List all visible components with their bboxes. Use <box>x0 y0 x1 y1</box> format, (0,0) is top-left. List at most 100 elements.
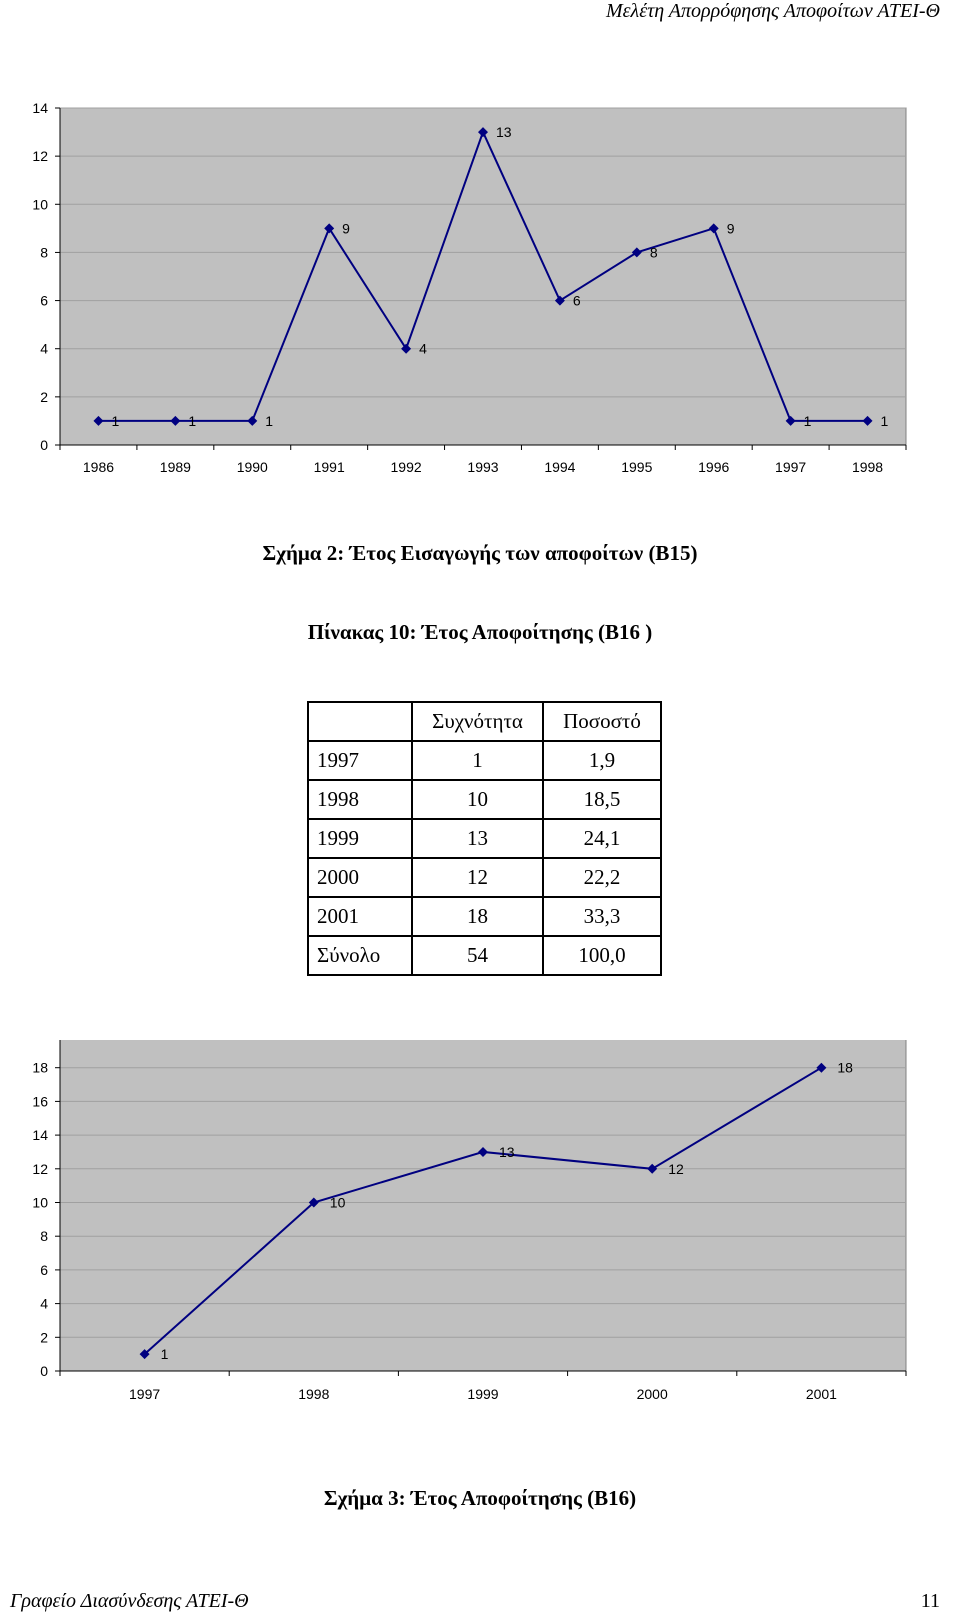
data-label: 18 <box>837 1060 853 1076</box>
x-tick-label: 1986 <box>83 459 114 475</box>
table-row: 1999 13 24,1 <box>307 818 662 859</box>
table-cell: 18 <box>411 896 544 937</box>
data-label: 13 <box>496 124 512 140</box>
y-tick-label: 12 <box>32 1161 48 1177</box>
table-header-row: Συχνότητα Ποσοστό <box>307 701 662 742</box>
y-tick-label: 6 <box>40 293 48 309</box>
data-point-marker <box>247 415 258 426</box>
table-cell: 1997 <box>307 740 413 781</box>
figure-2-caption: Σχήμα 2: Έτος Εισαγωγής των αποφοίτων (Β… <box>262 541 698 565</box>
y-tick-label: 0 <box>40 437 48 453</box>
data-point-marker <box>324 223 335 234</box>
y-tick-label: 0 <box>40 1363 48 1379</box>
data-point-marker <box>401 343 412 354</box>
y-tick-label: 18 <box>32 1060 48 1076</box>
y-tick-label: 4 <box>40 1296 48 1312</box>
footer-office: Γραφείο Διασύνδεσης ΑΤΕΙ-Θ <box>10 1590 249 1612</box>
table-cell: 13 <box>411 818 544 859</box>
data-point-marker <box>478 127 488 138</box>
table-cell: Σύνολο <box>307 935 413 976</box>
x-tick-label: 1989 <box>160 459 191 475</box>
x-tick-label: 2001 <box>806 1386 837 1402</box>
table-header-cell: Ποσοστό <box>542 701 662 742</box>
data-label: 1 <box>111 413 119 429</box>
y-tick-label: 14 <box>32 1127 48 1143</box>
x-tick-label: 1993 <box>467 459 498 475</box>
y-tick-label: 12 <box>32 148 48 164</box>
data-label: 1 <box>265 413 273 429</box>
table-row: 2000 12 22,2 <box>307 857 662 898</box>
table-cell: 12 <box>411 857 544 898</box>
table-cell: 1998 <box>307 779 413 820</box>
data-label: 12 <box>668 1161 684 1177</box>
data-point-marker <box>785 415 796 426</box>
data-label: 1 <box>188 413 196 429</box>
y-tick-label: 8 <box>40 244 48 260</box>
table-row: 1998 10 18,5 <box>307 779 662 820</box>
x-tick-label: 1999 <box>467 1386 498 1402</box>
table-cell: 24,1 <box>542 818 662 859</box>
plot-area <box>59 1040 907 1372</box>
y-tick-label: 4 <box>40 341 48 357</box>
table-cell: 1,9 <box>542 740 662 781</box>
table-cell: 100,0 <box>542 935 662 976</box>
frequency-table: Συχνότητα Ποσοστό 1997 1 1,9 1998 10 18,… <box>307 701 662 976</box>
x-tick-label: 1996 <box>698 459 729 475</box>
data-label: 4 <box>419 341 427 357</box>
data-label: 1 <box>161 1346 169 1362</box>
table-cell: 18,5 <box>542 779 662 820</box>
y-tick-label: 2 <box>40 389 48 405</box>
table-cell: 54 <box>411 935 544 976</box>
data-point-marker <box>708 223 719 234</box>
y-tick-label: 2 <box>40 1329 48 1345</box>
data-point-marker <box>93 415 104 426</box>
y-tick-label: 20 <box>32 1040 48 1042</box>
y-tick-label: 8 <box>40 1228 48 1244</box>
table-row: Σύνολο 54 100,0 <box>307 935 662 976</box>
table-cell: 1999 <box>307 818 413 859</box>
x-tick-label: 1995 <box>621 459 652 475</box>
data-label: 6 <box>573 293 581 309</box>
data-point-marker <box>554 295 565 306</box>
data-point-marker <box>478 1146 488 1157</box>
page-number: 11 <box>920 1590 940 1612</box>
x-tick-label: 2000 <box>637 1386 668 1402</box>
table-cell: 22,2 <box>542 857 662 898</box>
y-tick-label: 10 <box>32 1195 48 1211</box>
table-cell: 2001 <box>307 896 413 937</box>
x-tick-label: 1997 <box>775 459 806 475</box>
table-cell: 10 <box>411 779 544 820</box>
x-tick-label: 1990 <box>237 459 268 475</box>
data-point-marker <box>816 1062 827 1073</box>
data-point-marker <box>170 415 181 426</box>
data-point-marker <box>631 247 642 258</box>
table-cell: 2000 <box>307 857 413 898</box>
y-tick-label: 6 <box>40 1262 48 1278</box>
x-tick-label: 1998 <box>852 459 883 475</box>
running-header: Μελέτη Απορρόφησης Αποφοίτων ΑΤΕΙ-Θ <box>606 0 940 22</box>
figure-3-caption: Σχήμα 3: Έτος Αποφοίτησης (Β16) <box>323 1486 637 1510</box>
table-row: 2001 18 33,3 <box>307 896 662 937</box>
table-10-title: Πίνακας 10: Έτος Αποφοίτησης (Β16 ) <box>307 620 653 644</box>
data-point-marker <box>862 415 873 426</box>
y-tick-label: 16 <box>32 1093 48 1109</box>
data-point-marker <box>647 1163 658 1174</box>
x-tick-label: 1994 <box>544 459 575 475</box>
x-tick-label: 1992 <box>391 459 422 475</box>
data-point-marker <box>139 1349 150 1360</box>
data-label: 1 <box>881 413 889 429</box>
x-tick-label: 1997 <box>129 1386 160 1402</box>
x-tick-label: 1998 <box>298 1386 329 1402</box>
y-tick-label: 14 <box>32 100 48 116</box>
data-label: 8 <box>650 244 658 260</box>
table-row: 1997 1 1,9 <box>307 740 662 781</box>
table-cell: 33,3 <box>542 896 662 937</box>
table-header-cell <box>307 701 413 742</box>
data-label: 9 <box>342 220 350 236</box>
data-label: 10 <box>330 1195 346 1211</box>
y-tick-label: 10 <box>32 196 48 212</box>
data-label: 9 <box>727 220 735 236</box>
table-header-cell: Συχνότητα <box>411 701 544 742</box>
plot-area <box>59 107 907 446</box>
